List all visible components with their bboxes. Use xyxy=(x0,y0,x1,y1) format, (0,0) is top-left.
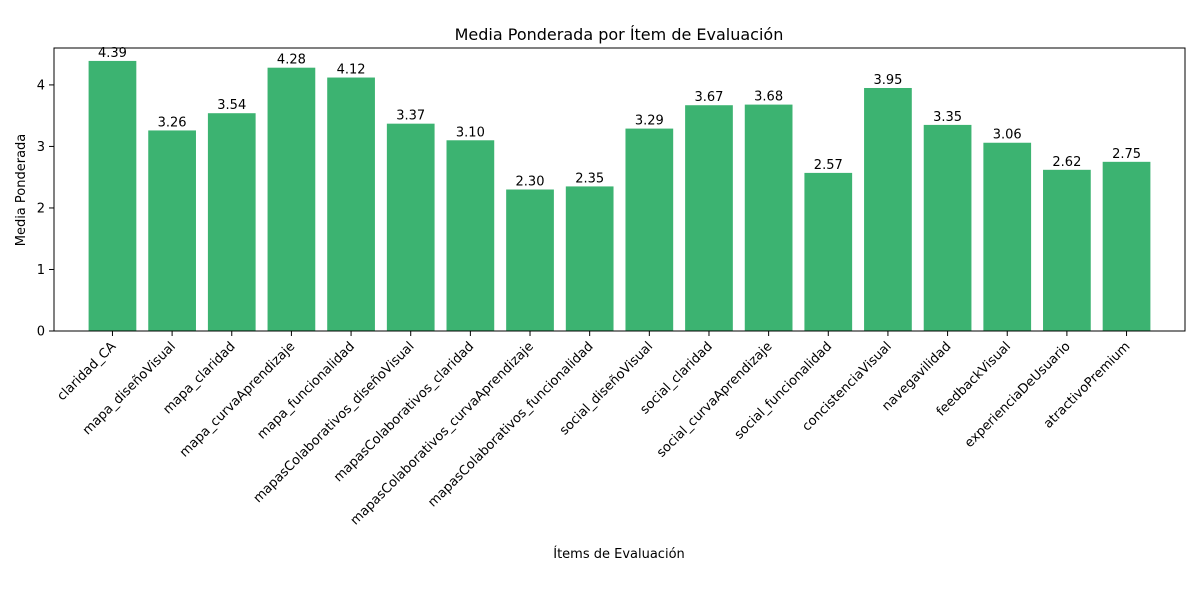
x-tick-label: social_curvaAprendizaje xyxy=(654,339,775,460)
bar-value-label: 4.28 xyxy=(277,53,306,68)
bar-value-label: 2.30 xyxy=(516,175,545,190)
bar-value-label: 4.39 xyxy=(98,46,127,61)
bar-value-label: 2.62 xyxy=(1052,155,1081,170)
bar xyxy=(1102,161,1151,331)
y-tick-label: 1 xyxy=(37,263,45,278)
x-tick-label: mapa_curvaAprendizaje xyxy=(177,339,298,460)
bar-value-label: 2.35 xyxy=(575,171,604,186)
bar xyxy=(864,87,912,332)
x-tick-label: experienciaDeUsuario xyxy=(962,339,1074,451)
bar xyxy=(446,140,495,331)
y-tick-label: 2 xyxy=(37,201,45,216)
plot-area: 4.39claridad_CA3.26mapa_diseñoVisual3.54… xyxy=(37,46,1186,528)
y-axis-label: Media Ponderada xyxy=(14,134,29,247)
bar xyxy=(685,105,733,331)
bar-value-label: 4.12 xyxy=(337,63,366,78)
bar-value-label: 3.29 xyxy=(635,114,664,129)
bar-value-label: 3.37 xyxy=(396,109,425,124)
bar xyxy=(386,123,435,331)
bar xyxy=(625,128,674,331)
bar-value-label: 3.95 xyxy=(873,73,902,88)
bar-value-label: 3.26 xyxy=(158,115,187,130)
bar xyxy=(88,60,137,332)
bar-value-label: 3.35 xyxy=(933,110,962,125)
bar xyxy=(983,142,1032,331)
bar xyxy=(923,124,972,332)
x-tick-label: mapa_funcionalidad xyxy=(255,339,358,442)
bar-value-label: 3.10 xyxy=(456,125,485,140)
bar xyxy=(804,172,853,331)
bar xyxy=(267,67,316,331)
bar xyxy=(207,113,256,332)
plot-frame xyxy=(53,47,1186,332)
x-axis-label: Ítems de Evaluación xyxy=(553,546,685,562)
bar xyxy=(506,189,554,331)
bar-value-label: 3.67 xyxy=(695,90,724,105)
bar-value-label: 3.06 xyxy=(993,128,1022,143)
bar xyxy=(327,77,375,331)
x-tick-label: social_funcionalidad xyxy=(732,339,835,442)
y-tick-label: 3 xyxy=(37,140,45,155)
bar-value-label: 3.54 xyxy=(217,98,246,113)
chart-title: Media Ponderada por Ítem de Evaluación xyxy=(455,25,784,44)
bar xyxy=(744,104,793,331)
x-tick-label: claridad_CA xyxy=(54,339,119,404)
bar-value-label: 3.68 xyxy=(754,90,783,105)
bar-value-label: 2.75 xyxy=(1112,147,1141,162)
y-tick-label: 4 xyxy=(37,78,45,93)
y-tick-label: 0 xyxy=(37,325,45,340)
bar xyxy=(1043,169,1091,331)
bar xyxy=(148,130,196,331)
bar xyxy=(565,186,614,331)
bar-value-label: 2.57 xyxy=(814,158,843,173)
